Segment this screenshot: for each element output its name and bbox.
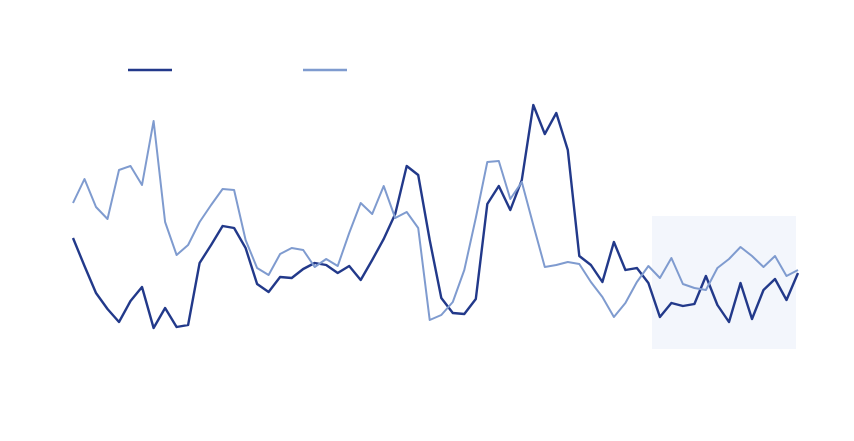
highlight-region [652,216,796,349]
line-series [72,120,799,321]
line-series [71,103,800,330]
